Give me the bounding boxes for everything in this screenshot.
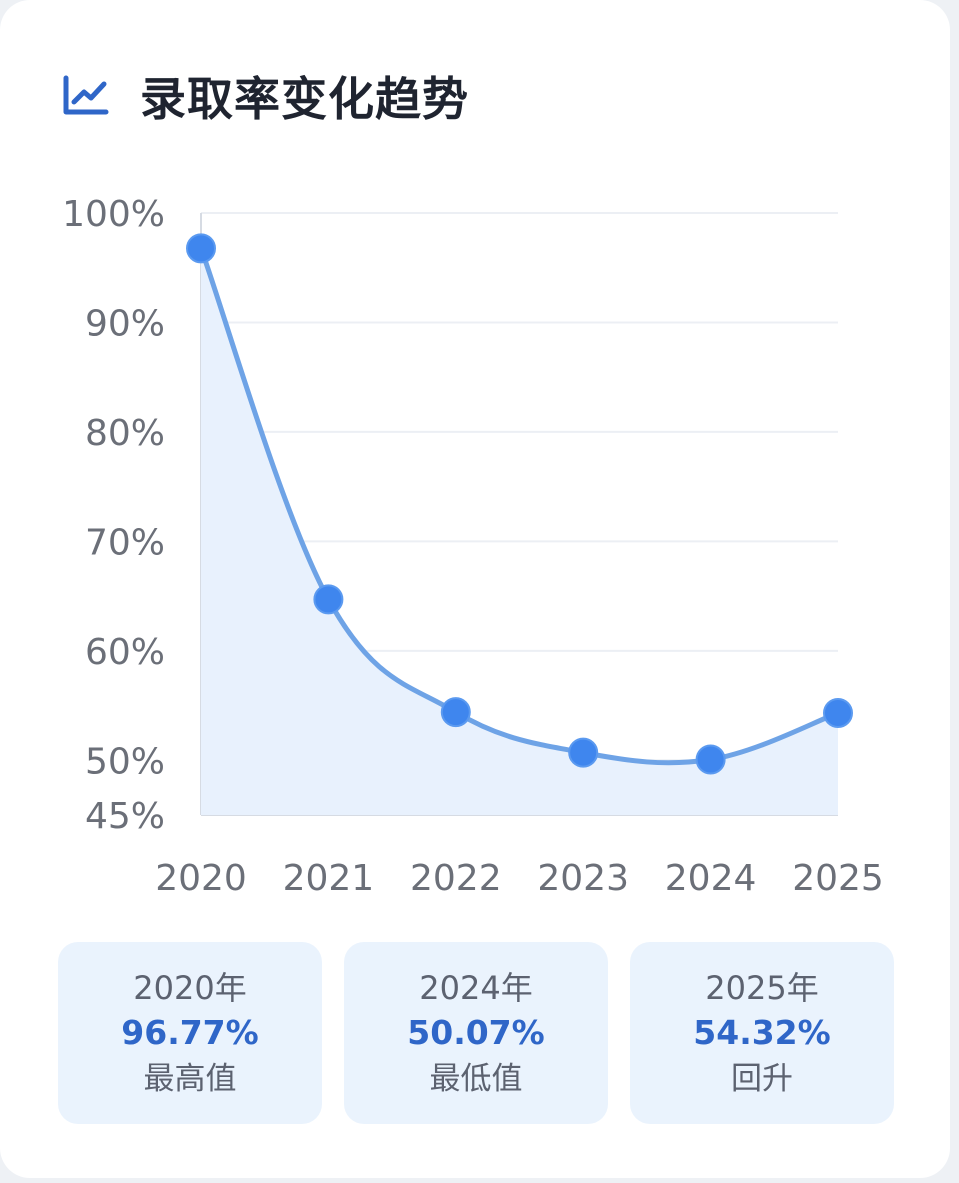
stat-card-highest: 2020年 96.77% 最高值	[58, 942, 322, 1124]
page-title: 录取率变化趋势	[140, 72, 469, 126]
data-point-2020	[186, 233, 216, 264]
stat-desc: 最低值	[429, 1061, 523, 1097]
y-tick-label: 50%	[85, 741, 165, 782]
stat-value: 50.07%	[407, 1013, 545, 1052]
x-tick-label: 2021	[283, 858, 375, 899]
y-tick-label: 100%	[62, 194, 165, 235]
stat-value: 54.32%	[693, 1013, 831, 1052]
y-tick-label: 90%	[85, 303, 165, 344]
stat-desc: 最高值	[143, 1061, 237, 1097]
y-tick-label: 60%	[85, 632, 165, 673]
y-tick-label: 80%	[85, 413, 165, 454]
data-point-2024	[695, 744, 726, 775]
stat-card-lowest: 2024年 50.07% 最低值	[344, 942, 608, 1124]
card-header: 录取率变化趋势	[62, 66, 469, 126]
admission-rate-line-chart: 100% 90% 80% 70% 60% 50% 45% 2020 2021 2022 2023 20…	[62, 194, 884, 899]
stat-year: 2024年	[419, 969, 533, 1007]
stat-card-rebound: 2025年 54.32% 回升	[630, 942, 894, 1124]
data-point-2021	[313, 584, 344, 615]
x-tick-label: 2020	[155, 858, 247, 899]
line-chart-icon	[63, 75, 109, 115]
stat-desc: 回升	[731, 1061, 793, 1097]
series-area	[201, 248, 838, 815]
data-point-2022	[440, 697, 471, 728]
stats-row: 2020年 96.77% 最高值 2024年 50.07% 最低值 2025年 …	[58, 942, 894, 1124]
x-tick-label: 2025	[792, 858, 884, 899]
stat-year: 2020年	[133, 969, 247, 1007]
x-tick-label: 2022	[410, 858, 502, 899]
x-tick-label: 2024	[665, 858, 757, 899]
x-tick-label: 2023	[537, 858, 629, 899]
y-tick-label: 45%	[85, 796, 165, 837]
stat-value: 96.77%	[121, 1013, 259, 1052]
stat-year: 2025年	[705, 969, 819, 1007]
y-tick-label: 70%	[85, 522, 165, 563]
data-point-2023	[568, 737, 599, 768]
data-point-2025	[823, 697, 853, 728]
